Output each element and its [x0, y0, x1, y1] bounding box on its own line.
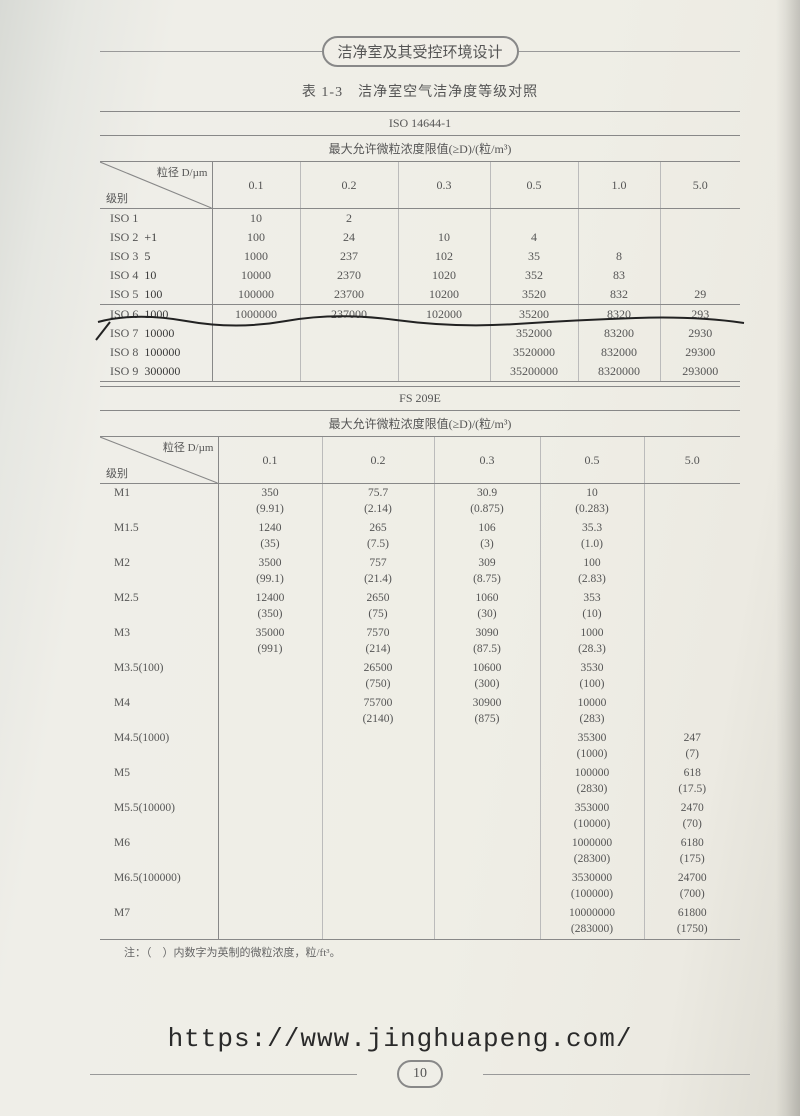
- fs-row-label: M2: [100, 554, 218, 589]
- table-row: M3.5(100) 26500(750)10600(300)3530(100): [100, 659, 740, 694]
- iso-row-label: ISO 8: [110, 345, 138, 359]
- table-row: M5 100000(2830)618(17.5): [100, 764, 740, 799]
- fs-col-header: 0.5: [540, 437, 644, 484]
- fs-row-label: M5.5(10000): [100, 799, 218, 834]
- table-row: ISO 3 51000237102358: [100, 247, 740, 266]
- table-row: M4.5(1000) 35300(1000)247(7): [100, 729, 740, 764]
- table-row: ISO 2 +110024104: [100, 228, 740, 247]
- iso-col-header: 0.5: [490, 162, 578, 209]
- fs-row-label: M2.5: [100, 589, 218, 624]
- fs-col-header: 0.3: [434, 437, 540, 484]
- handwritten-annotation: 10000: [144, 326, 178, 341]
- iso-section-header: ISO 14644-1: [100, 111, 740, 136]
- fs-col-header: 5.0: [644, 437, 740, 484]
- fs-row-label: M4: [100, 694, 218, 729]
- fs-row-label: M1.5: [100, 519, 218, 554]
- fs-table: 粒径 D/µm 级别 0.10.20.30.55.0M1350(9.91)75.7(…: [100, 437, 740, 940]
- iso-row-label: ISO 3: [110, 249, 138, 263]
- table-row: M6 1000000(28300)6180(175): [100, 834, 740, 869]
- iso-header-top: 粒径 D/µm: [157, 164, 208, 180]
- iso-row-label: ISO 7: [110, 326, 138, 340]
- iso-col-header: 0.2: [300, 162, 398, 209]
- table-row: ISO 8 100000352000083200029300: [100, 343, 740, 362]
- table-row: M7 10000000(283000)61800(1750): [100, 904, 740, 940]
- table-row: M5.5(10000) 353000(10000)2470(70): [100, 799, 740, 834]
- fs-section-header: FS 209E: [100, 386, 740, 411]
- table-title: 表 1-3 洁净室空气洁净度等级对照: [100, 81, 740, 101]
- iso-row-label: ISO 9: [110, 364, 138, 378]
- table-row: M1350(9.91)75.7(2.14)30.9(0.875)10(0.283…: [100, 484, 740, 520]
- handwritten-annotation: 100000: [144, 345, 180, 360]
- iso-row-label: ISO 4: [110, 268, 138, 282]
- fs-row-label: M3.5(100): [100, 659, 218, 694]
- iso-row-label: ISO 1: [110, 211, 138, 225]
- iso-col-header: 0.3: [398, 162, 490, 209]
- table-row: M6.5(100000) 3530000(100000)24700(700): [100, 869, 740, 904]
- page-number-banner: 10: [0, 1060, 800, 1088]
- fs-col-header: 0.1: [218, 437, 322, 484]
- fs-row-label: M6: [100, 834, 218, 869]
- handwritten-annotation: 100: [144, 287, 178, 302]
- fs-header-bottom: 级别: [106, 465, 128, 481]
- handwritten-annotation: 300000: [144, 364, 180, 379]
- handwritten-annotation: 10: [144, 268, 178, 283]
- table-row: ISO 7 10000352000832002930: [100, 324, 740, 343]
- fs-row-label: M6.5(100000): [100, 869, 218, 904]
- iso-row-label: ISO 2: [110, 230, 138, 244]
- iso-subheader: 最大允许微粒浓度限值(≥D)/(粒/m³): [100, 136, 740, 162]
- fs-row-label: M4.5(1000): [100, 729, 218, 764]
- fs-header-top: 粒径 D/µm: [163, 439, 214, 455]
- fs-row-label: M5: [100, 764, 218, 799]
- footnote: 注：（ ）内数字为英制的微粒浓度，粒/ft³。: [124, 944, 740, 960]
- table-row: M335000(991)7570(214)3090(87.5)1000(28.3…: [100, 624, 740, 659]
- table-row: ISO 9 300000352000008320000293000: [100, 362, 740, 382]
- table-row: ISO 5 1001000002370010200352083229: [100, 285, 740, 305]
- iso-col-header: 1.0: [578, 162, 660, 209]
- table-row: M2.512400(350)2650(75)1060(30)353(10): [100, 589, 740, 624]
- iso-col-header: 0.1: [212, 162, 300, 209]
- book-title: 洁净室及其受控环境设计: [322, 36, 519, 67]
- handwritten-annotation: 5: [144, 249, 178, 264]
- iso-header-bottom: 级别: [106, 190, 128, 206]
- table-row: M1.51240(35)265(7.5)106(3)35.3(1.0): [100, 519, 740, 554]
- table-row: ISO 1102: [100, 209, 740, 229]
- fs-row-label: M1: [100, 484, 218, 520]
- fs-row-label: M7: [100, 904, 218, 940]
- iso-row-label: ISO 5: [110, 287, 138, 301]
- fs-subheader: 最大允许微粒浓度限值(≥D)/(粒/m³): [100, 411, 740, 437]
- handwritten-annotation: 1000: [144, 307, 178, 322]
- fs-row-label: M3: [100, 624, 218, 659]
- page-number: 10: [397, 1060, 443, 1088]
- iso-row-label: ISO 6: [110, 307, 138, 321]
- table-row: ISO 4 10100002370102035283: [100, 266, 740, 285]
- book-title-banner: 洁净室及其受控环境设计: [100, 36, 740, 67]
- iso-col-header: 5.0: [660, 162, 740, 209]
- table-row: M4 75700(2140)30900(875)10000(283): [100, 694, 740, 729]
- handwritten-annotation: +1: [144, 230, 178, 245]
- table-row: ISO 6 1000100000023700010200035200832029…: [100, 305, 740, 325]
- watermark-url: https://www.jinghuapeng.com/: [0, 1024, 800, 1054]
- book-spine-shadow: [776, 0, 800, 1116]
- iso-table: 粒径 D/µm 级别 0.10.20.30.51.05.0ISO 1102ISO 2…: [100, 162, 740, 382]
- table-row: M23500(99.1)757(21.4)309(8.75)100(2.83): [100, 554, 740, 589]
- fs-col-header: 0.2: [322, 437, 434, 484]
